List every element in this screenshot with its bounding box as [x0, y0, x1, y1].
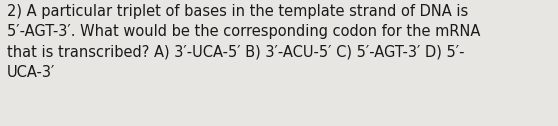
Text: 2) A particular triplet of bases in the template strand of DNA is
5′-AGT-3′. Wha: 2) A particular triplet of bases in the … — [7, 4, 480, 80]
